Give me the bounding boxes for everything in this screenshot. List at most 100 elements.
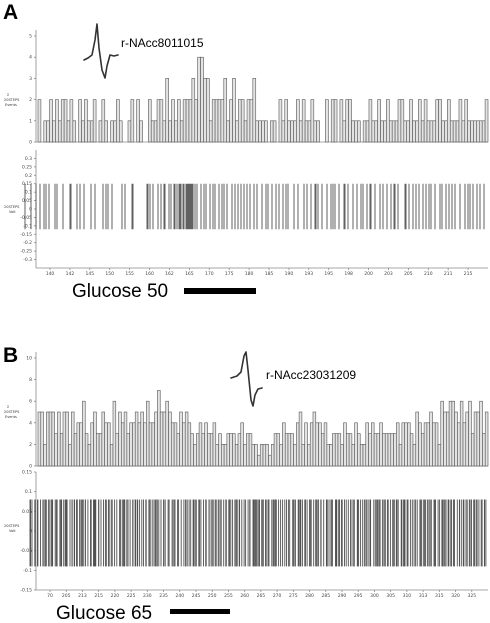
panel-a-hist-ylabel-line-1: Σ xyxy=(7,93,9,97)
panel-a-hist-bar xyxy=(185,99,190,143)
panel-a-hist-bar xyxy=(223,78,228,143)
panel-a-hist-ylabel-line-2: 20STEPS xyxy=(4,98,20,102)
panel-a-hist-bar xyxy=(52,120,56,143)
panel-b-hist-bar xyxy=(184,411,189,467)
panel-b-hist-bar xyxy=(154,411,158,467)
panel-a-hist-bar xyxy=(118,120,123,143)
panel-b-hist-bar xyxy=(334,433,339,467)
panel-b-hist-bar xyxy=(423,422,428,467)
panel-b-hist-bar xyxy=(143,422,147,467)
panel-a-hist-bar xyxy=(168,120,172,143)
panel-a-xtick-label: 175 xyxy=(225,271,234,277)
panel-b-hist-bar xyxy=(476,411,480,467)
panel-b-hist-bar xyxy=(173,422,178,467)
panel-a-hist-bar xyxy=(383,120,387,143)
panel-a-hist-bar xyxy=(200,56,204,143)
panel-b-hist-bar xyxy=(212,422,217,467)
panel-a-hist-bar xyxy=(444,120,448,143)
panel-a-raster-yticks: 0.30.250.20.150.10.050-0.05-0.1-0.15-0.2… xyxy=(20,156,36,263)
panel-b-raster-ytick-label: 0.05 xyxy=(22,509,32,515)
panel-b-hist-bar xyxy=(232,433,236,467)
panel-b-hist-bar xyxy=(362,444,367,467)
panel-b-xtick-label: 310 xyxy=(403,593,412,599)
panel-a-hist-bar xyxy=(365,120,370,143)
panel-b-hist-bar xyxy=(259,444,264,467)
panel-b-hist-bar xyxy=(298,411,303,467)
panel-b-hist-bar xyxy=(265,444,269,467)
panel-b-hist-bar xyxy=(421,433,425,467)
panel-a-hist-bar xyxy=(484,99,489,143)
panel-a-hist-bar xyxy=(69,99,74,143)
panel-b-xtick-label: 220 xyxy=(111,593,120,599)
panel-b-hist-bar xyxy=(237,433,242,467)
panel-b-raster-ytick-label: 0.1 xyxy=(25,489,32,495)
panel-b-hist-bar xyxy=(234,444,239,467)
panel-a-hist-bar xyxy=(371,120,376,143)
panel-a-hist-bar xyxy=(447,99,451,143)
panel-a-hist-bar xyxy=(415,120,419,143)
panel-a-hist-ylabel-line-3: Events xyxy=(5,103,17,107)
panel-a-xtick-label: 211 xyxy=(444,271,453,277)
panel-b-hist-bar xyxy=(240,422,244,467)
panel-b-hist-bar xyxy=(187,422,192,467)
panel-b-hist-bar xyxy=(59,433,64,467)
panel-a-hist-bar xyxy=(354,120,358,143)
panel-b-hist-bar xyxy=(229,433,233,467)
panel-b-hist-bar xyxy=(434,422,439,467)
panel-b-raster-ytick-label: 0.15 xyxy=(22,470,32,476)
panel-b-xtick-label: 213 xyxy=(78,593,87,599)
panel-b-raster-ylabel: 20STEPS Volt xyxy=(4,524,20,533)
panel-b-hist-bar xyxy=(415,411,419,467)
panel-b-hist-bar xyxy=(176,433,180,467)
panel-a-hist-bar xyxy=(406,120,410,143)
panel-b-letter: B xyxy=(3,344,18,367)
panel-a-xtick-label: 215 xyxy=(464,271,473,277)
panel-a-hist-bar xyxy=(301,99,306,143)
panel-b-hist-bar xyxy=(193,444,197,467)
panel-a-hist-bar xyxy=(368,99,373,143)
panel-a-raster-ytick-label: 0.05 xyxy=(22,198,32,204)
panel-a-hist-bar xyxy=(240,99,245,143)
panel-b-hist-bar xyxy=(371,422,375,467)
panel-b-hist-bar xyxy=(196,433,200,467)
panel-b-hist-bar xyxy=(304,422,308,467)
panel-a-hist-bar xyxy=(397,99,402,143)
panel-b-hist-bar xyxy=(437,444,442,467)
panel-b-hist-bar xyxy=(123,411,128,467)
panel-a-hist-bar xyxy=(156,99,161,143)
panel-b-hist-bar xyxy=(48,411,53,467)
panel-a-hist-bar xyxy=(203,78,207,143)
panel-a-hist-bar xyxy=(165,78,169,143)
panel-b-xtick-label: 295 xyxy=(354,593,363,599)
panel-a-raster-ytick-label: -0.15 xyxy=(20,232,32,238)
panel-a-hist-bar xyxy=(310,99,315,143)
panel-b-hist-bar xyxy=(115,433,119,467)
panel-a-hist-bar xyxy=(330,99,335,143)
panel-a-raster-ylabel: 20STEPS Volt xyxy=(4,205,20,214)
panel-a-hist-bar xyxy=(98,120,103,143)
panel-a-xtick-label: 170 xyxy=(205,271,214,277)
panel-a-histogram: Σ 20STEPS Events 0 1 2 3 4 5 xyxy=(4,30,489,146)
panel-a-hist-bar xyxy=(432,120,437,143)
panel-a-hist-bar xyxy=(136,99,140,143)
panel-a-hist-bar xyxy=(269,120,274,143)
panel-a-hist-bar xyxy=(380,120,384,143)
panel-b-xtick-label: 225 xyxy=(127,593,136,599)
panel-b-xtick-label: 275 xyxy=(289,593,298,599)
panel-b-histogram: Σ 20STEPS Events 0 2 4 6 8 10 xyxy=(4,352,489,470)
panel-b-hist-bar xyxy=(401,422,405,467)
panel-a-hist-bar xyxy=(127,120,132,143)
panel-b-hist-bar xyxy=(398,444,403,467)
panel-b-hist-bar xyxy=(84,433,89,467)
panel-a-hist-bar xyxy=(438,99,442,143)
panel-a-hist-bar xyxy=(420,120,425,143)
panel-b-hist-bar xyxy=(159,411,164,467)
panel-b-hist-bar xyxy=(121,422,125,467)
panel-a-hist-bar xyxy=(188,99,193,143)
panel-a-xtick-label: 150 xyxy=(105,271,114,277)
panel-a-hist-bar xyxy=(87,120,91,143)
panel-b-hist-ylabel: Σ 20STEPS Events xyxy=(4,405,20,419)
panel-a-hist-bar xyxy=(394,120,399,143)
panel-b-hist-ytick-label: 4 xyxy=(29,420,32,426)
panel-b-stimulus-bar xyxy=(170,609,230,614)
